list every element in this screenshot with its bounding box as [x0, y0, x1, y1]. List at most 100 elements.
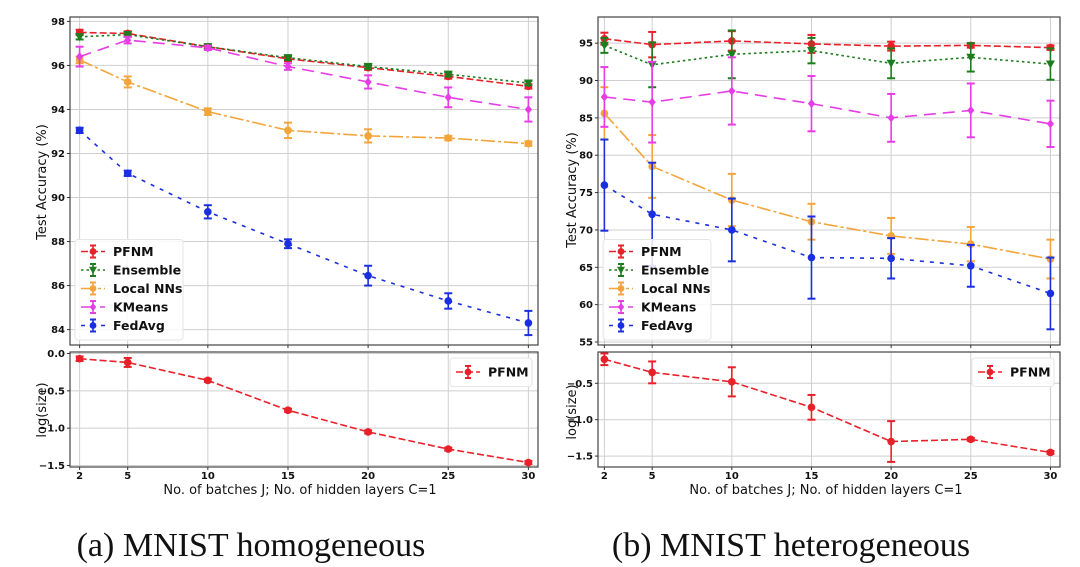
xtick-label: 15 [281, 471, 295, 482]
xlabel-a: No. of batches J; No. of hidden layers C… [163, 483, 436, 498]
series-fedavg [75, 126, 533, 337]
ytick-label: 86 [51, 281, 65, 292]
marker-circle [123, 78, 132, 86]
ytick-label: −0.5 [39, 386, 65, 397]
marker-circle [204, 107, 212, 116]
series-fedavg [600, 138, 1055, 331]
ytick-label: −1.0 [567, 415, 593, 426]
ytick-label: 98 [51, 17, 65, 28]
marker-circle [89, 248, 97, 255]
ytick-label: 0.0 [47, 349, 65, 360]
ytick-label: 85 [579, 113, 593, 124]
caption-a: (a) MNIST homogeneous [77, 527, 426, 564]
legend-label: PFNM [488, 365, 529, 380]
legend-label: Ensemble [641, 263, 709, 278]
marker-triangle [886, 59, 896, 68]
legend: PFNM Ensemble Local NNs KMeans FedAvg [602, 239, 712, 341]
ytick-label: −0.5 [567, 379, 593, 390]
legend-label: FedAvg [641, 318, 693, 333]
marker-triangle [363, 62, 373, 72]
legend-box [74, 239, 184, 341]
ytick-label: 94 [51, 105, 65, 116]
marker-triangle [283, 54, 293, 63]
legend: PFNM Ensemble Local NNs KMeans FedAvg [74, 239, 184, 341]
marker-diamond [887, 113, 895, 123]
marker-diamond [1046, 119, 1055, 129]
marker-diamond [76, 52, 84, 62]
marker-circle [887, 254, 895, 263]
marker-circle [204, 207, 212, 216]
marker-circle [524, 458, 533, 467]
xtick-label: 10 [201, 471, 215, 482]
xtick-label: 15 [805, 471, 819, 482]
legend-item: PFNM [456, 365, 529, 380]
marker-circle [464, 368, 472, 376]
legend-box [602, 239, 712, 341]
marker-circle [648, 368, 656, 377]
legend: PFNM [449, 357, 533, 387]
series-local-nns [75, 55, 533, 148]
marker-circle [807, 253, 816, 262]
plot-b-accuracy: 55 60 65 70 75 80 85 90 95 PFNM Ensemble Local NNs K… [579, 16, 1061, 349]
marker-circle [617, 322, 625, 329]
marker-circle [444, 134, 453, 142]
marker-diamond [807, 99, 816, 109]
marker-triangle [1045, 60, 1055, 69]
ylabel-a-bottom: log(size) [35, 382, 50, 437]
axes-frame [69, 351, 539, 468]
marker-diamond [600, 92, 608, 102]
marker-diamond [967, 105, 975, 115]
xtick-label: 30 [521, 471, 535, 482]
marker-circle [204, 376, 212, 385]
marker-triangle [89, 266, 97, 274]
legend-label: Ensemble [113, 263, 181, 278]
marker-diamond [728, 86, 736, 96]
legend-item: Local NNs [609, 281, 710, 296]
legend-item: FedAvg [609, 318, 693, 333]
xtick-label: 2 [601, 471, 608, 482]
marker-circle [75, 126, 84, 135]
legend: PFNM [971, 357, 1055, 387]
legend-label: FedAvg [113, 318, 165, 333]
marker-circle [89, 285, 97, 292]
ytick-label: 90 [51, 193, 65, 204]
marker-circle [524, 139, 533, 148]
marker-circle [617, 248, 625, 255]
legend-label: KMeans [641, 300, 696, 315]
ytick-label: −1.5 [567, 452, 593, 463]
xtick-label: 30 [1043, 471, 1057, 482]
marker-triangle [123, 31, 133, 40]
legend-item: FedAvg [81, 318, 165, 333]
legend-item: PFNM [81, 244, 154, 259]
marker-circle [284, 239, 292, 248]
ytick-label: 96 [51, 61, 65, 72]
ytick-label: −1.5 [39, 461, 65, 472]
caption-b: (b) MNIST heterogeneous [612, 527, 970, 564]
ytick-label: 95 [579, 39, 593, 50]
legend-item: PFNM [609, 244, 682, 259]
marker-circle [648, 210, 656, 219]
marker-circle [986, 368, 994, 376]
marker-circle [284, 406, 292, 415]
marker-triangle [523, 79, 533, 88]
legend-label: PFNM [113, 244, 154, 259]
legend-item: KMeans [81, 300, 168, 315]
marker-circle [364, 132, 372, 140]
ylabel-b-bottom: log(size) [565, 384, 580, 439]
marker-triangle [806, 47, 816, 56]
marker-circle [444, 445, 453, 453]
marker-diamond [524, 104, 532, 114]
marker-triangle [599, 41, 609, 50]
marker-circle [600, 181, 609, 189]
marker-triangle [966, 53, 976, 62]
marker-circle [887, 437, 895, 446]
ytick-label: 80 [579, 151, 593, 162]
marker-diamond [364, 77, 372, 87]
xtick-label: 10 [725, 471, 739, 482]
ylabel-a-top: Test Accuracy (%) [35, 124, 50, 241]
legend-label: Local NNs [641, 281, 710, 296]
marker-circle [444, 297, 453, 305]
axes-frame [597, 16, 1061, 346]
